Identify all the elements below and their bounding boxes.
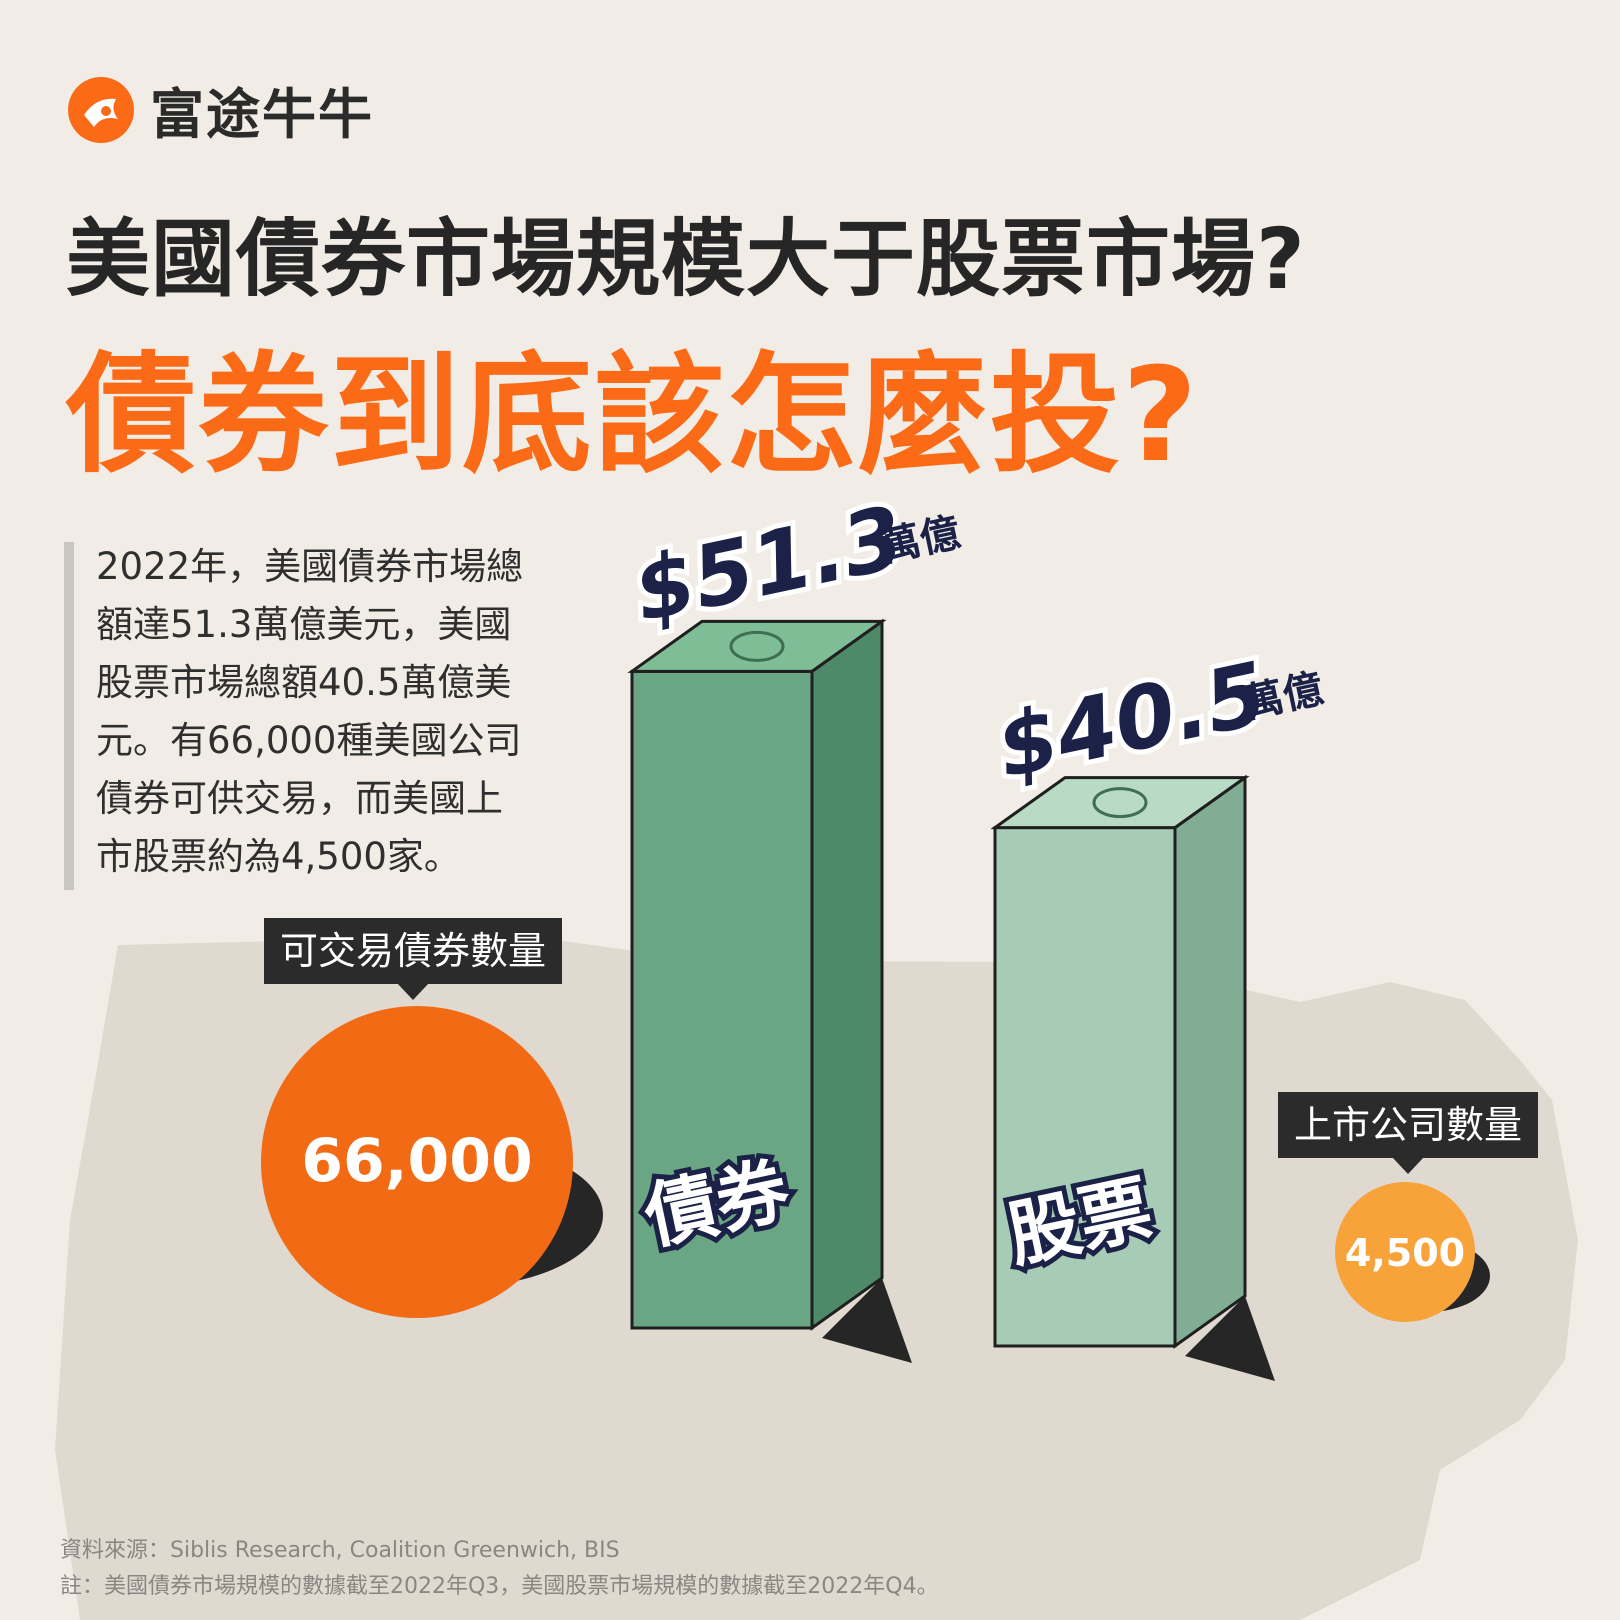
bonds-count-value: 66,000 [301, 1126, 533, 1196]
bonds-bar-top [627, 619, 887, 673]
stocks-count-value: 4,500 [1345, 1231, 1465, 1275]
description-line: 元。有66,000種美國公司 [96, 719, 522, 762]
brand-header: 富途牛牛 [66, 70, 374, 149]
description-line: 債券可供交易，而美國上 [96, 777, 503, 820]
stocks-bar-side [1173, 774, 1247, 1349]
quote-bar [64, 542, 74, 890]
headline-question: 債券到底該怎麼投? [66, 339, 1200, 491]
bonds-count-bubble [261, 1006, 573, 1318]
bonds-category-label: 債券 [637, 1147, 797, 1260]
bonds-value-label: $51.3 [626, 488, 913, 642]
description-line: 股票市場總額40.5萬億美 [96, 661, 512, 704]
note-text: 註：美國債券市場規模的數據截至2022年Q3，美國股票市場規模的數據截至2022… [60, 1574, 939, 1599]
description: 2022年，美國債券市場總 額達51.3萬億美元，美國 股票市場總額40.5萬億… [96, 538, 566, 886]
futu-logo-icon [68, 76, 134, 143]
stocks-bar-shadow [1185, 1296, 1275, 1381]
stocks-count-tag: 上市公司數量 [1278, 1092, 1539, 1174]
description-line: 市股票約為4,500家。 [96, 835, 461, 878]
bonds-dollar-icon [729, 630, 785, 662]
stocks-value-label: $40.5 [989, 644, 1276, 798]
description-line: 額達51.3萬億美元，美國 [96, 603, 512, 646]
footer: 資料來源：Siblis Research, Coalition Greenwic… [60, 1533, 939, 1605]
description-line: 2022年，美國債券市場總 [96, 545, 524, 588]
bonds-bar-shadow [822, 1278, 912, 1363]
stocks-count-bubble [1335, 1182, 1475, 1322]
bonds-count-tag: 可交易債券數量 [264, 918, 563, 1000]
bonds-bar [630, 669, 814, 1330]
stocks-bar [993, 826, 1177, 1348]
source-text: 資料來源：Siblis Research, Coalition Greenwic… [60, 1538, 620, 1563]
stocks-bar-top [990, 776, 1250, 830]
bonds-bar-side [810, 618, 884, 1331]
stocks-dollar-icon [1092, 787, 1148, 819]
headline: 美國債券市場規模大于股票市場? [66, 210, 1306, 308]
brand-name: 富途牛牛 [150, 83, 374, 146]
